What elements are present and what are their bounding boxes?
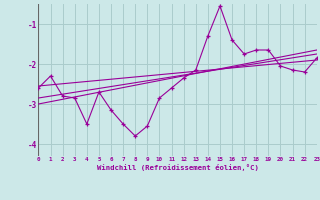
X-axis label: Windchill (Refroidissement éolien,°C): Windchill (Refroidissement éolien,°C): [97, 164, 259, 171]
